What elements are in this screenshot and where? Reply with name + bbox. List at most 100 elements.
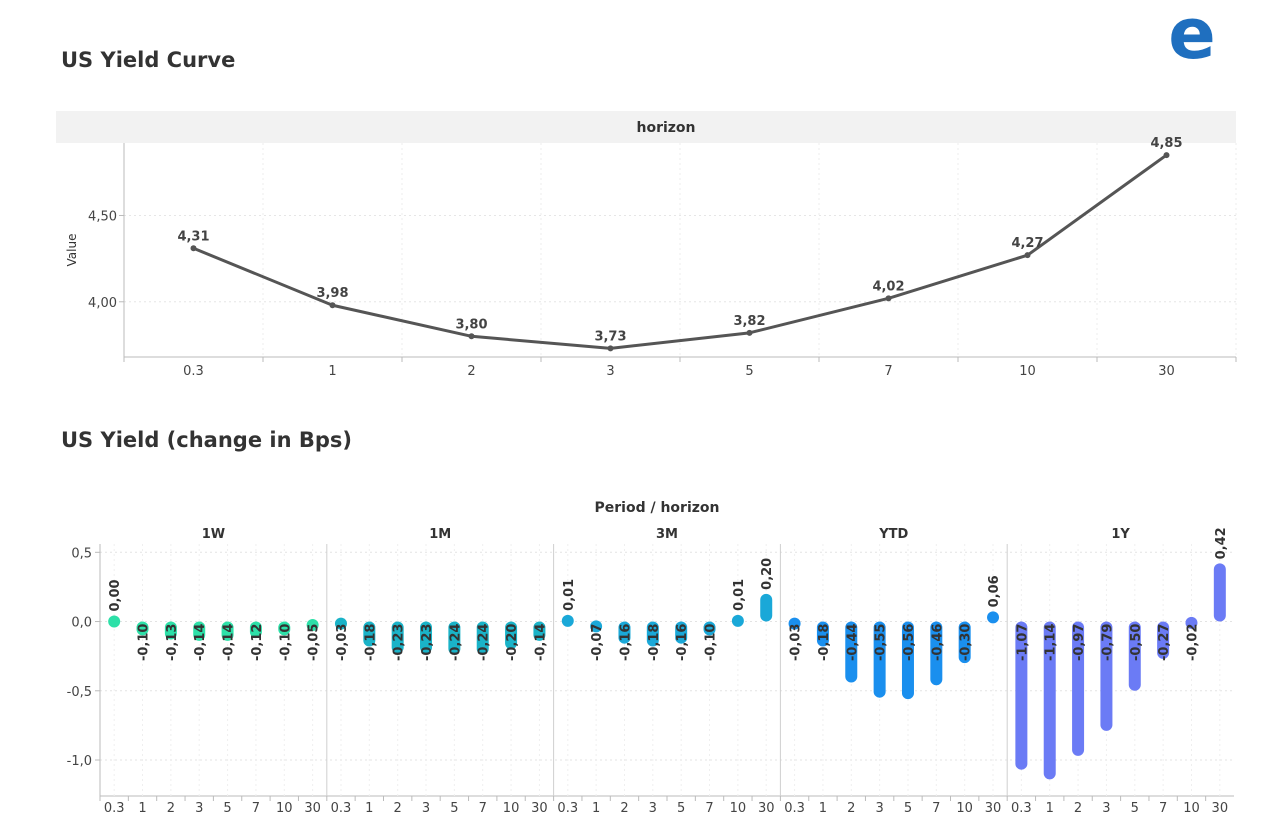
facet-header: Period / horizon [595,500,720,516]
data-point [885,295,892,302]
data-label: -0,10 [278,624,293,661]
x-tick-label: 1 [328,364,336,379]
x-tick-label: 2 [394,801,402,816]
x-tick-label: 7 [884,364,892,379]
x-tick-label: 3 [195,801,203,816]
data-label: -0,27 [1157,624,1172,661]
x-tick-label: 10 [1019,364,1036,379]
x-tick-label: 5 [904,801,912,816]
data-label: 0,20 [760,558,775,590]
data-label: -0,44 [845,624,860,661]
data-label: -0,12 [250,624,265,661]
x-tick-label: 30 [304,801,321,816]
data-label: 0,06 [987,575,1002,607]
data-label: 4,85 [1150,136,1182,151]
data-label: -0,07 [590,624,605,661]
data-label: -1,07 [1015,624,1030,661]
x-tick-label: 10 [276,801,293,816]
x-tick-label: 30 [531,801,548,816]
x-tick-label: 30 [985,801,1002,816]
data-label: -0,14 [193,624,208,661]
bar [476,621,489,655]
bar [646,621,659,647]
bar [561,614,574,627]
panel-title: 1Y [1111,527,1130,542]
x-tick-label: 10 [730,801,747,816]
bar [306,619,319,631]
data-label: -0,10 [137,624,152,661]
data-label: -0,18 [647,624,662,661]
data-label: -0,02 [1185,624,1200,661]
x-tick-label: 0.3 [183,364,204,379]
x-tick-label: 2 [1074,801,1082,816]
x-tick-label: 30 [1212,801,1229,816]
x-tick-label: 1 [819,801,827,816]
brand-logo: e [1168,6,1215,68]
x-tick-label: 3 [422,801,430,816]
data-point [1163,152,1170,159]
series-line [192,153,1168,350]
data-label: -0,30 [959,624,974,661]
x-tick-label: 3 [875,801,883,816]
bar [703,621,716,636]
data-label: -0,03 [789,624,804,661]
bar [136,621,149,636]
data-label: -0,46 [930,624,945,661]
data-label: -1,14 [1044,624,1059,661]
x-tick-label: 7 [479,801,487,816]
x-tick-label: 0.3 [784,801,805,816]
bar [363,621,376,647]
bar [1015,621,1028,770]
logo-letter: e [1168,6,1215,68]
y-tick-label: 4,00 [88,296,117,311]
x-tick-label: 2 [167,801,175,816]
bar [278,621,291,636]
data-label: 0,00 [108,579,123,611]
bar [334,617,347,630]
x-tick-label: 3 [649,801,657,816]
panel-title: 3M [656,527,678,542]
data-label: -0,14 [533,624,548,661]
data-label: 0,01 [562,579,577,611]
data-label: 3,98 [316,286,348,301]
bar [1185,616,1198,629]
bar [675,621,688,644]
y-tick-label: -1,0 [67,754,92,769]
x-tick-label: 0.3 [104,801,125,816]
bar [249,621,262,639]
bar [987,611,1000,624]
chart2-title: US Yield (change in Bps) [61,428,352,452]
data-point [468,333,475,340]
x-tick-label: 5 [223,801,231,816]
x-tick-label: 7 [705,801,713,816]
data-label: -0,14 [222,624,237,661]
data-label: -0,24 [477,624,492,661]
x-tick-label: 5 [1131,801,1139,816]
data-point [329,302,336,309]
x-tick-label: 2 [847,801,855,816]
bar [1072,621,1085,756]
x-tick-label: 5 [677,801,685,816]
bar [193,621,206,641]
data-label: -0,10 [704,624,719,661]
bar [901,621,914,700]
data-label: 3,73 [594,329,626,344]
bar [845,621,858,683]
bar [505,621,518,650]
data-label: -0,23 [420,624,435,661]
data-label: -0,55 [874,624,889,661]
panel-header-label: horizon [636,120,695,136]
data-label: -0,18 [817,624,832,661]
data-label: -0,20 [505,624,520,661]
x-tick-label: 5 [450,801,458,816]
bar [448,621,461,655]
bar [590,620,603,633]
x-tick-label: 30 [1158,364,1175,379]
x-tick-label: 10 [503,801,520,816]
bar [1100,621,1113,731]
x-tick-label: 10 [1183,801,1200,816]
data-label: -0,79 [1100,624,1115,661]
bar [1213,563,1226,622]
bar [533,621,546,641]
